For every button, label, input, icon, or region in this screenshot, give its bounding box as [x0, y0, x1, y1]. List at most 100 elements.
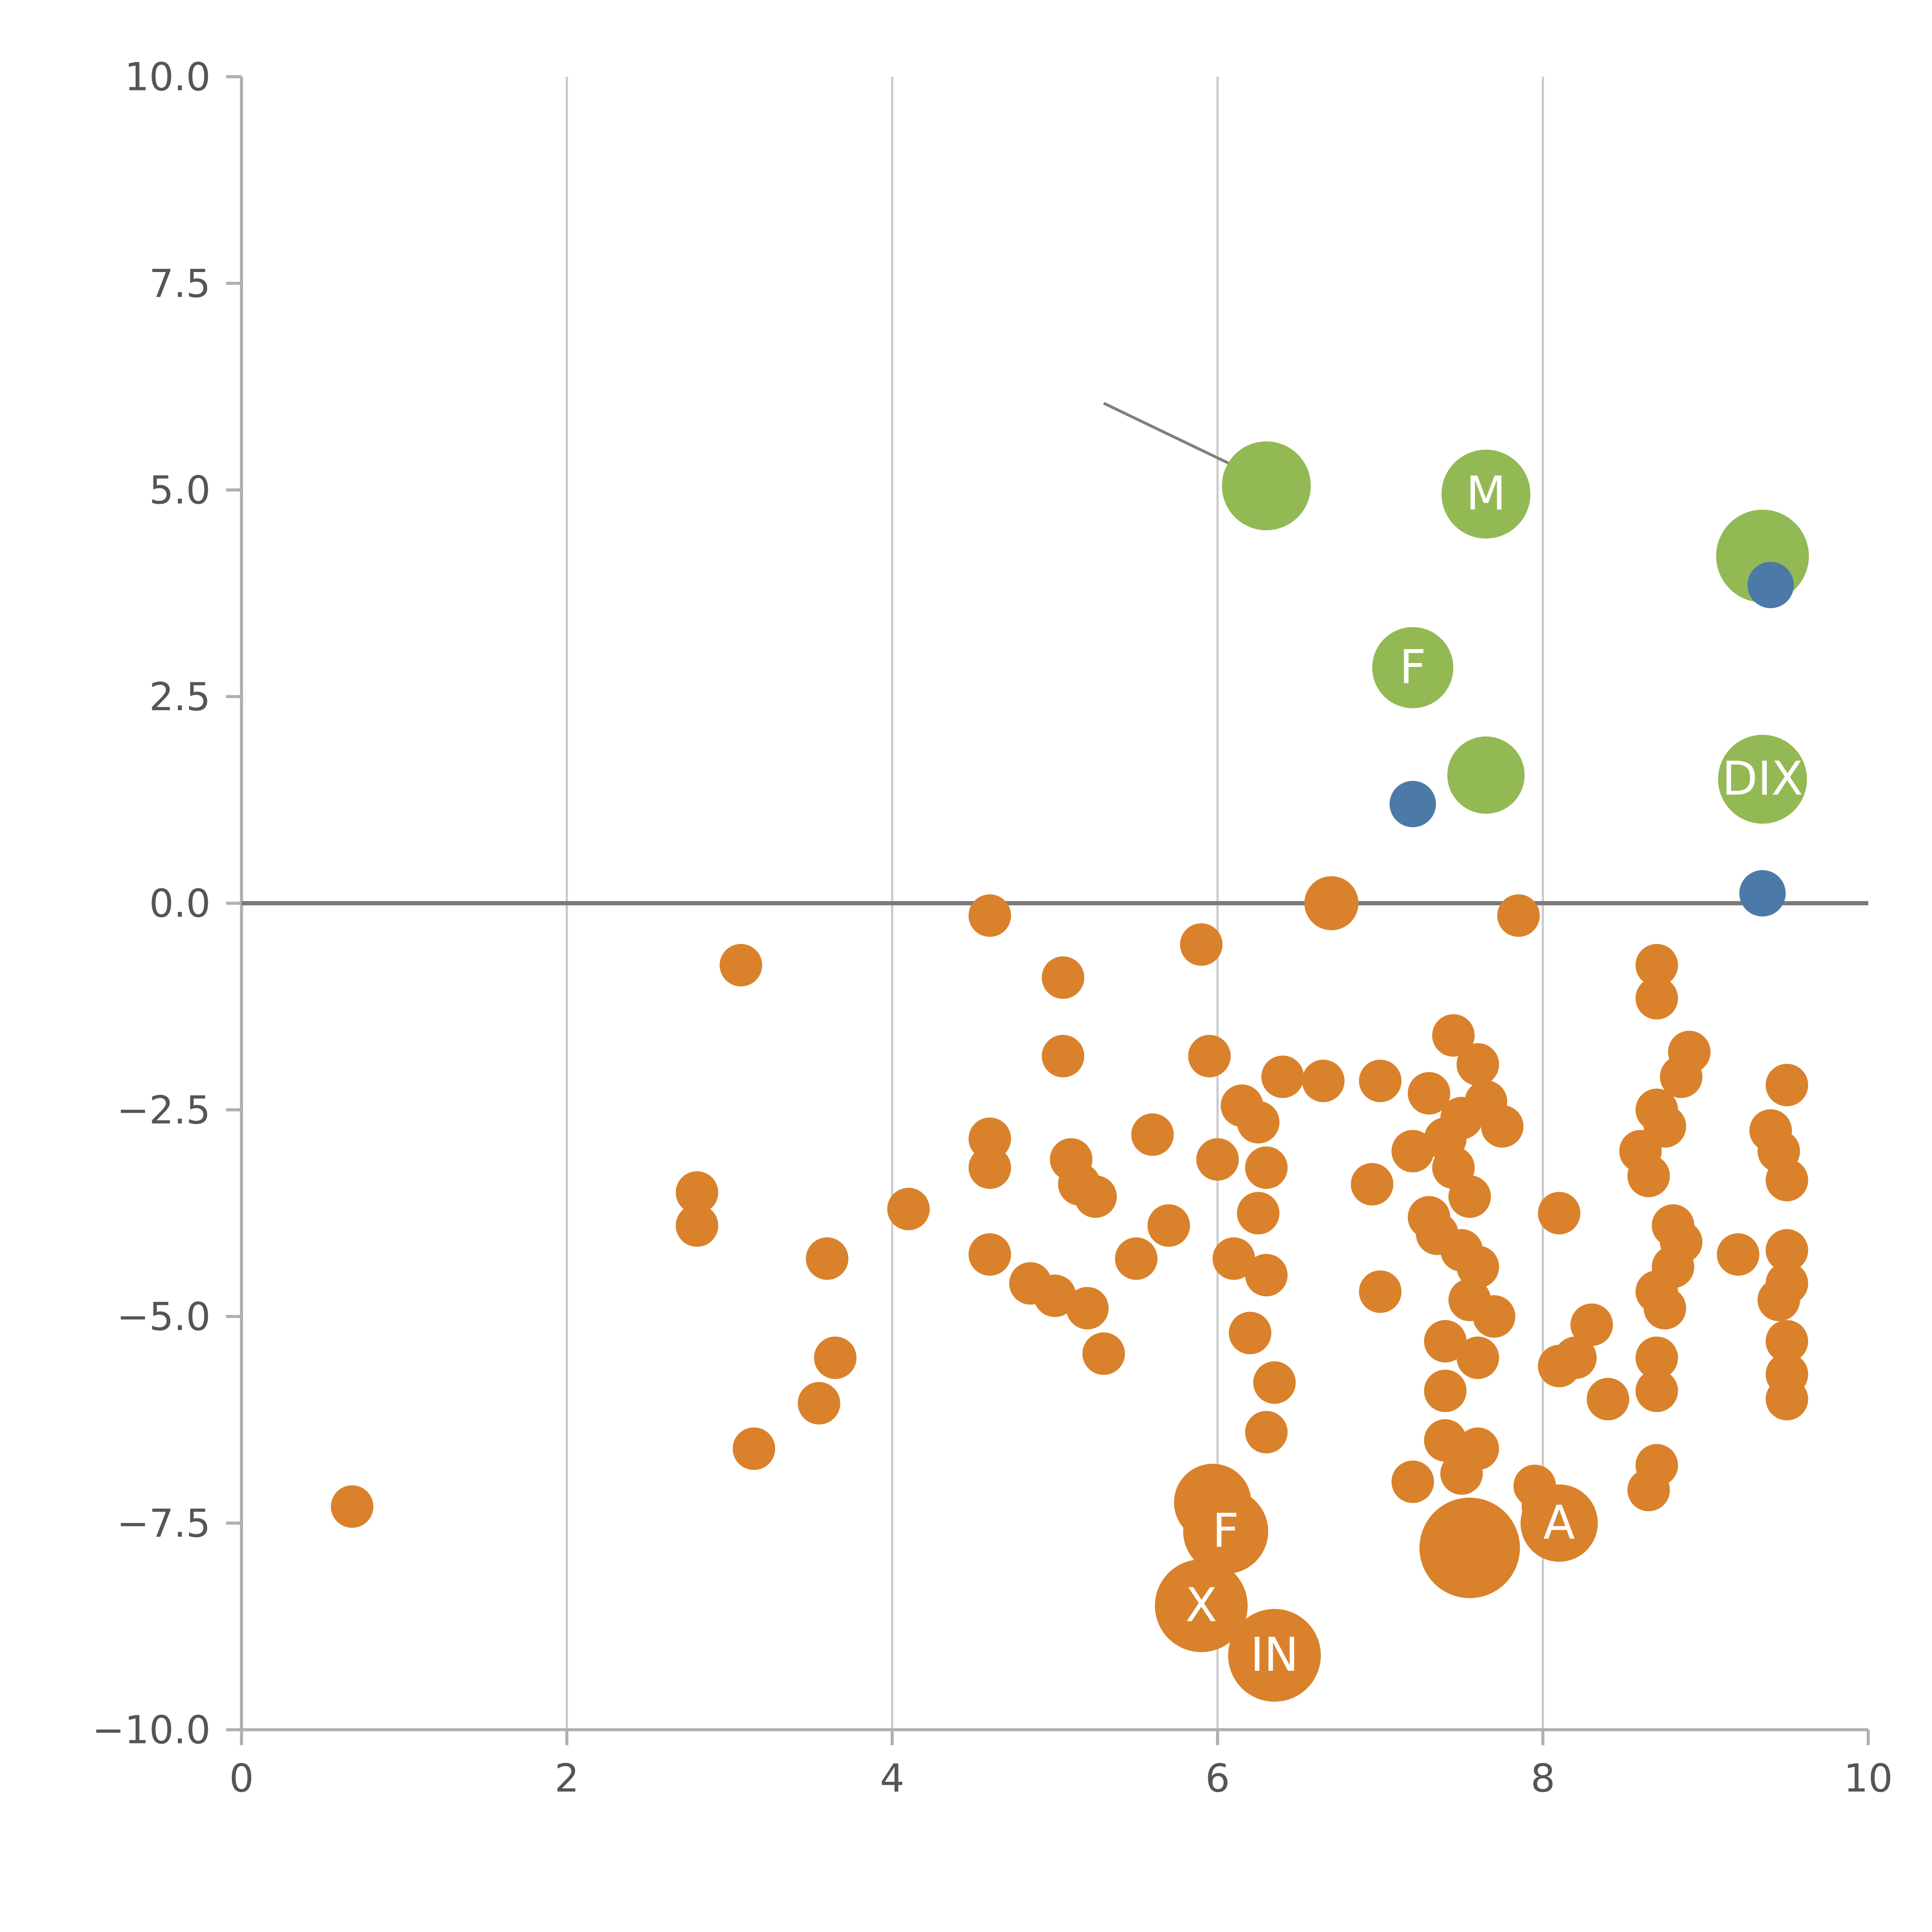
orange-bubble: [675, 1204, 718, 1247]
bubble-label: F: [1213, 1504, 1239, 1558]
orange-bubble: [1304, 876, 1359, 930]
y-tick-label: 0.0: [149, 881, 211, 926]
orange-bubble: [1359, 1060, 1401, 1102]
orange-bubble: [1391, 1130, 1434, 1173]
orange-bubble: [968, 1146, 1011, 1189]
x-tick-label: 6: [1205, 1756, 1230, 1801]
orange-bubble: [1554, 1336, 1597, 1379]
orange-bubble: [1424, 1369, 1467, 1412]
green-bubble: [1372, 627, 1454, 708]
orange-bubble: [1497, 894, 1540, 937]
orange-bubble: [1587, 1378, 1629, 1420]
green-bubble: [1222, 441, 1311, 531]
orange-bubble: [814, 1336, 857, 1379]
blue-bubble: [1747, 561, 1794, 608]
bubble-label: DIX: [1722, 752, 1803, 806]
orange-bubble: [331, 1485, 374, 1528]
orange-bubble: [733, 1427, 776, 1470]
orange-bubble: [887, 1187, 930, 1230]
orange-bubble: [1424, 1419, 1467, 1462]
orange-bubble: [1481, 1105, 1524, 1148]
blue-bubble: [1389, 781, 1436, 827]
orange-bubble: [1520, 1484, 1598, 1562]
orange-bubble: [1229, 1311, 1272, 1354]
orange-bubble: [1302, 1060, 1345, 1102]
orange-bubble: [1538, 1192, 1581, 1235]
orange-bubble: [1350, 1163, 1393, 1206]
orange-bubble: [1635, 944, 1678, 986]
orange-bubble: [1456, 1245, 1499, 1288]
y-tick-label: 2.5: [149, 674, 211, 719]
bubble-label: X: [1185, 1579, 1217, 1633]
orange-bubble: [1155, 1559, 1248, 1652]
orange-bubble: [1660, 1221, 1702, 1264]
orange-bubble: [1408, 1072, 1451, 1115]
orange-bubble: [1717, 1233, 1760, 1276]
bubble-label: M: [1466, 467, 1506, 521]
orange-bubble: [1196, 1138, 1239, 1181]
orange-bubble: [1253, 1361, 1296, 1404]
green-bubble: [1441, 449, 1531, 539]
orange-bubble: [1456, 1336, 1499, 1379]
orange-bubble: [1424, 1320, 1467, 1363]
orange-bubble: [1115, 1237, 1158, 1280]
x-tick-label: 2: [554, 1756, 579, 1801]
orange-bubble: [1456, 1043, 1499, 1086]
green-bubble: [1447, 736, 1525, 814]
orange-bubble: [1419, 1497, 1520, 1598]
y-tick-label: 7.5: [149, 261, 211, 306]
bubble-label: F: [1400, 641, 1426, 694]
orange-bubble: [1635, 977, 1678, 1020]
orange-bubble: [1042, 956, 1085, 999]
orange-bubble: [1228, 1609, 1321, 1702]
orange-bubble: [1147, 1204, 1190, 1247]
orange-bubble: [1635, 1444, 1678, 1487]
orange-bubble: [1473, 1295, 1515, 1338]
orange-bubble: [1765, 1064, 1808, 1107]
orange-bubble: [675, 1171, 718, 1214]
orange-bubble: [968, 894, 1011, 937]
orange-bubble: [1668, 1031, 1711, 1073]
orange-bubble: [1237, 1101, 1280, 1144]
orange-bubble: [1765, 1229, 1808, 1272]
x-tick-label: 10: [1844, 1756, 1893, 1801]
orange-bubble: [1245, 1146, 1288, 1189]
orange-bubble: [1627, 1155, 1670, 1197]
x-tick-label: 0: [229, 1756, 254, 1801]
orange-bubble: [1635, 1369, 1678, 1412]
orange-bubble: [806, 1237, 849, 1280]
x-tick-label: 8: [1531, 1756, 1555, 1801]
orange-bubble: [1448, 1175, 1491, 1218]
bubble-label: A: [1543, 1496, 1575, 1550]
orange-bubble: [1570, 1303, 1613, 1346]
orange-bubble: [1643, 1287, 1686, 1330]
orange-bubble: [1765, 1320, 1808, 1363]
orange-bubble: [1213, 1237, 1255, 1280]
orange-bubble: [1131, 1113, 1174, 1156]
orange-bubble: [1456, 1427, 1499, 1470]
blue-bubble: [1739, 870, 1786, 917]
y-tick-label: −10.0: [92, 1708, 211, 1753]
orange-bubble: [798, 1382, 840, 1425]
y-tick-label: −7.5: [117, 1501, 211, 1546]
y-tick-label: −5.0: [117, 1294, 211, 1339]
orange-bubble: [1391, 1460, 1434, 1503]
orange-bubble: [1765, 1378, 1808, 1420]
orange-bubble: [1359, 1270, 1401, 1313]
orange-bubble: [1183, 1489, 1269, 1574]
orange-bubble: [1180, 923, 1223, 966]
y-tick-label: −2.5: [117, 1087, 211, 1133]
bubble-label: IN: [1250, 1628, 1299, 1682]
orange-bubble: [968, 1233, 1011, 1276]
orange-bubble: [1765, 1262, 1808, 1305]
orange-bubble: [1432, 1014, 1475, 1057]
green-bubble: [1718, 735, 1807, 824]
orange-bubble: [1635, 1336, 1678, 1379]
orange-bubble: [1643, 1105, 1686, 1148]
orange-bubble: [1042, 1035, 1085, 1078]
orange-bubble: [1765, 1159, 1808, 1202]
orange-bubble: [1245, 1411, 1288, 1454]
orange-bubble: [1082, 1332, 1125, 1375]
